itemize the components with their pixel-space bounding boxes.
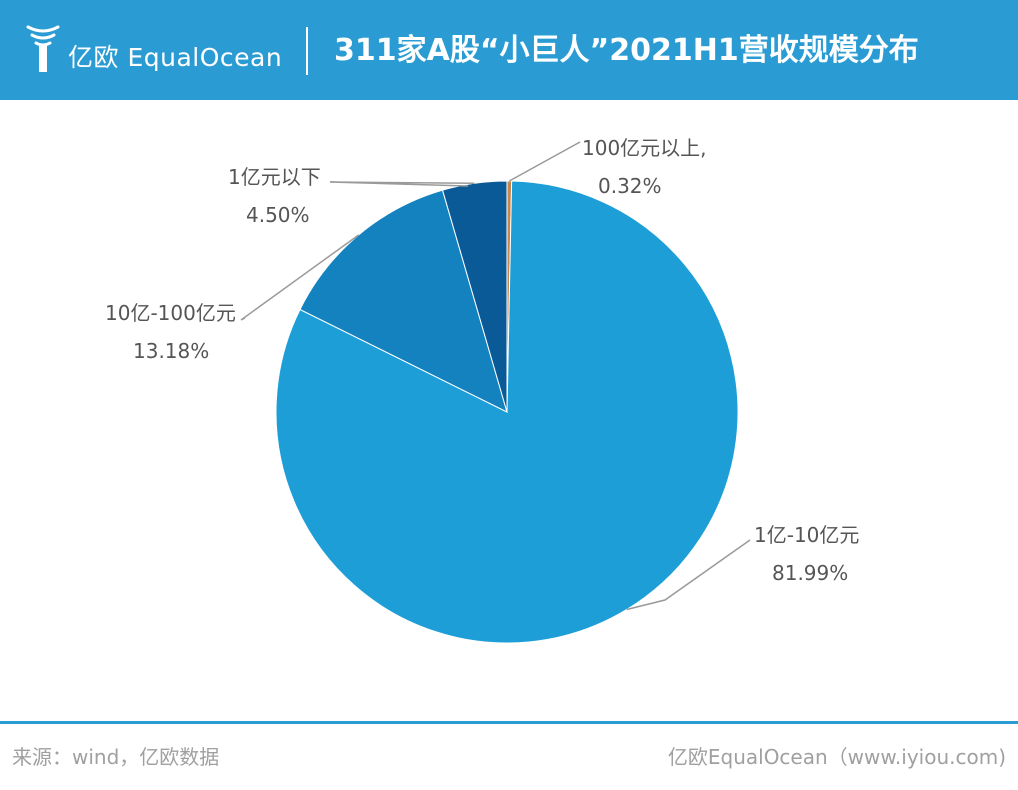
equalocean-logo-icon — [26, 25, 60, 72]
label-value-100yi-above: 0.32% — [598, 174, 662, 198]
label-value-below-1yi: 4.50% — [246, 203, 310, 227]
pie-slice-below-1yi — [441, 180, 508, 413]
chart-title: 311家A股“小巨人”2021H1营收规模分布 — [334, 33, 919, 68]
source-note: 来源：wind，亿欧数据 — [12, 745, 220, 769]
footer-divider — [0, 721, 1018, 724]
label-value-1yi-10yi: 81.99% — [772, 561, 848, 585]
header-bar: 亿欧 EqualOcean 311家A股“小巨人”2021H1营收规模分布 — [0, 0, 1018, 100]
label-name-100yi-above: 100亿元以上, — [582, 136, 707, 160]
slice-labels: 100亿元以上, 0.32% 1亿-10亿元 81.99% 10亿-100亿元 … — [105, 136, 859, 585]
leader-line-100yi-above — [508, 141, 581, 182]
label-name-10yi-100yi: 10亿-100亿元 — [105, 301, 236, 325]
leader-line-10yi-100yi — [240, 234, 360, 321]
leader-lines — [240, 141, 751, 611]
label-name-below-1yi: 1亿元以下 — [228, 165, 321, 189]
brand-note: 亿欧EqualOcean（www.iyiou.com) — [667, 745, 1006, 769]
label-name-1yi-10yi: 1亿-10亿元 — [754, 523, 859, 547]
label-value-10yi-100yi: 13.18% — [133, 339, 209, 363]
pie-slices — [275, 180, 739, 644]
leader-line-below-1yi — [329, 181, 475, 187]
header-divider — [306, 27, 308, 75]
logo-text: 亿欧 EqualOcean — [68, 43, 283, 72]
leader-line-1yi-10yi — [626, 539, 751, 611]
pie-chart: 100亿元以上, 0.32% 1亿-10亿元 81.99% 10亿-100亿元 … — [105, 136, 859, 644]
